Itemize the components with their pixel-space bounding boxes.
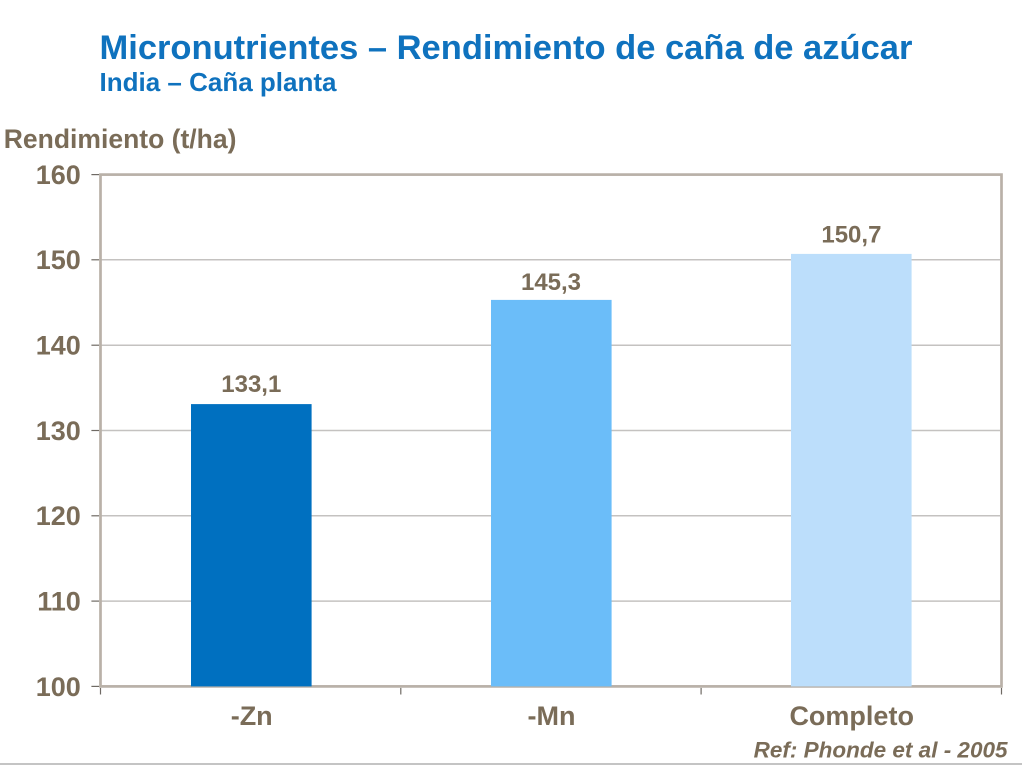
svg-text:145,3: 145,3 (521, 269, 581, 296)
svg-text:130: 130 (36, 416, 81, 446)
svg-text:100: 100 (36, 672, 81, 702)
svg-text:140: 140 (36, 331, 81, 361)
svg-text:Ref: Phonde et al - 2005: Ref: Phonde et al - 2005 (754, 738, 1008, 763)
svg-text:150: 150 (36, 245, 81, 275)
svg-text:120: 120 (36, 501, 81, 531)
svg-text:-Zn: -Zn (231, 701, 273, 731)
svg-text:110: 110 (37, 587, 81, 617)
svg-text:150,7: 150,7 (821, 221, 881, 248)
svg-text:-Mn: -Mn (528, 701, 576, 731)
svg-text:Completo: Completo (789, 701, 914, 731)
svg-text:133,1: 133,1 (221, 371, 281, 398)
svg-text:Rendimiento (t/ha): Rendimiento (t/ha) (4, 124, 237, 154)
svg-text:Micronutrientes – Rendimiento: Micronutrientes – Rendimiento de caña de… (100, 29, 913, 67)
svg-text:160: 160 (36, 160, 81, 190)
svg-text:India – Caña planta: India – Caña planta (100, 67, 337, 97)
